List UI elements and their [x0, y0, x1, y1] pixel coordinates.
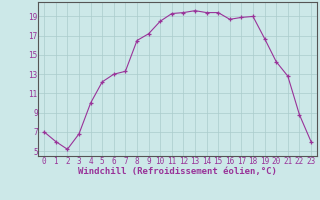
X-axis label: Windchill (Refroidissement éolien,°C): Windchill (Refroidissement éolien,°C) [78, 167, 277, 176]
